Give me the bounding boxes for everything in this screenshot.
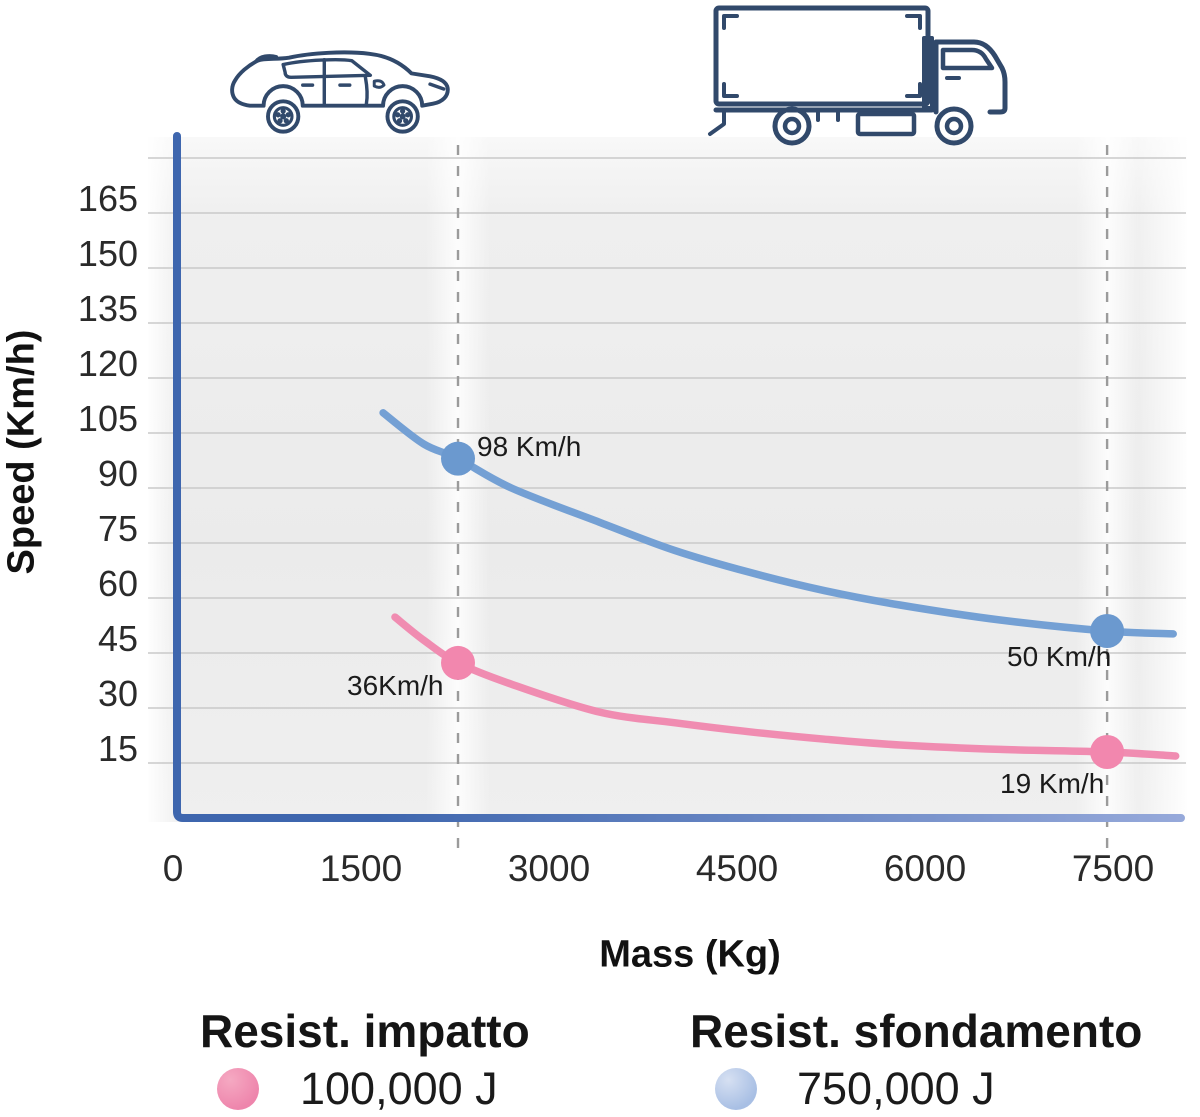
data-point-marker — [441, 645, 476, 680]
point-label-19kmh: 19 Km/h — [1000, 768, 1105, 799]
axis-line — [173, 132, 1185, 822]
y-tick-label: 75 — [98, 508, 138, 549]
curve-resist--impatto — [391, 613, 1180, 760]
legend-value-sfondamento: 750,000 J — [797, 1063, 995, 1114]
x-tick-label: 3000 — [508, 848, 590, 889]
data-point-marker — [1090, 735, 1125, 769]
y-tick-label: 30 — [98, 673, 138, 714]
legend-value-impatto: 100,000 J — [300, 1063, 498, 1114]
point-label-98kmh: 98 Km/h — [477, 431, 582, 462]
y-tick-label: 120 — [78, 343, 138, 384]
x-tick-label: 7500 — [1072, 848, 1154, 889]
legend-title-impatto: Resist. impatto — [200, 1005, 530, 1057]
x-tick-label: 6000 — [884, 848, 966, 889]
y-tick-label: 15 — [98, 728, 138, 769]
legend-swatch-blue — [715, 1068, 757, 1110]
legend-title-sfondamento: Resist. sfondamento — [690, 1005, 1143, 1057]
car-icon — [230, 50, 450, 134]
y-tick-label: 90 — [98, 453, 138, 494]
legend-swatch-pink — [217, 1068, 259, 1110]
y-tick-label: 105 — [78, 398, 138, 439]
y-tick-label: 135 — [78, 288, 138, 329]
point-label-50kmh: 50 Km/h — [1007, 641, 1112, 672]
x-tick-label: 4500 — [696, 848, 778, 889]
x-tick-label: 0 — [163, 848, 184, 889]
x-tick-label: 1500 — [320, 848, 402, 889]
y-tick-label: 45 — [98, 618, 138, 659]
data-point-marker — [1090, 614, 1125, 648]
y-tick-label: 150 — [78, 233, 138, 274]
point-label-36kmh: 36Km/h — [347, 670, 444, 701]
y-axis-title: Speed (Km/h) — [0, 329, 43, 575]
y-tick-label: 60 — [98, 563, 138, 604]
data-point-marker — [441, 441, 476, 476]
truck-icon — [708, 5, 1008, 146]
x-axis-title: Mass (Kg) — [599, 933, 781, 976]
y-tick-label: 165 — [78, 178, 138, 219]
